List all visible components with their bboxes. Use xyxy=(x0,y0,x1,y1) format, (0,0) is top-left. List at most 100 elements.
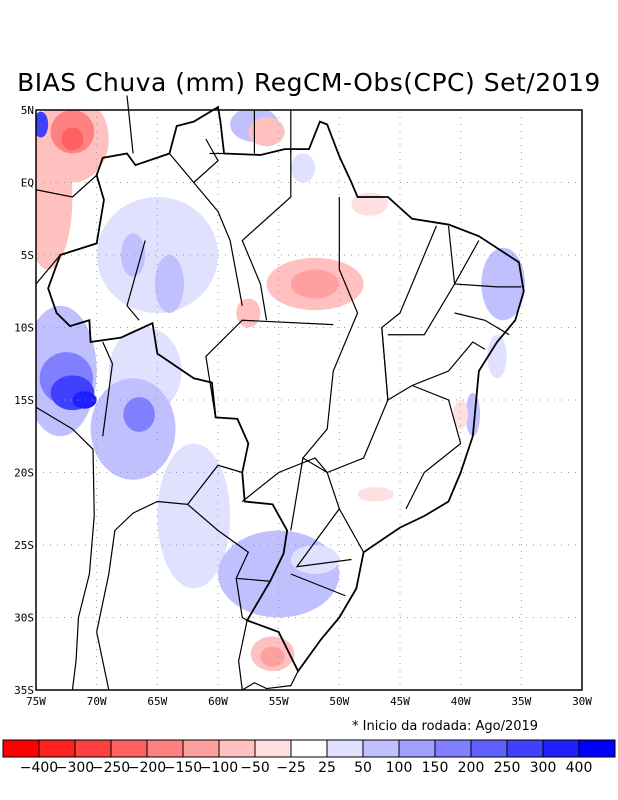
border-line xyxy=(235,578,248,691)
y-tick-label: 15S xyxy=(14,394,34,407)
bias-contour xyxy=(157,443,231,589)
border-line xyxy=(405,384,462,510)
border-line xyxy=(387,225,456,336)
colorbar-label: 100 xyxy=(386,760,413,776)
border-line xyxy=(454,312,510,336)
bias-contour xyxy=(487,334,507,379)
y-tick-label: 30S xyxy=(14,612,34,625)
border-line xyxy=(241,670,299,691)
bias-contour xyxy=(290,153,316,183)
colorbar-label: 50 xyxy=(354,760,372,776)
colorbar-box xyxy=(470,739,508,758)
bias-contour xyxy=(72,391,97,409)
bias-contour xyxy=(290,269,340,299)
colorbar-box xyxy=(74,739,112,758)
bias-contour xyxy=(36,111,49,138)
colorbar-box xyxy=(218,739,256,758)
colorbar-box xyxy=(434,739,472,758)
bias-contour xyxy=(123,397,155,432)
colorbar-label: 250 xyxy=(494,760,521,776)
colorbar-label: −300 xyxy=(56,760,94,776)
bias-contour xyxy=(481,247,525,321)
bias-contour xyxy=(154,255,185,313)
x-tick-label: 75W xyxy=(26,695,46,708)
colorbar-box xyxy=(290,739,328,758)
colorbar-box xyxy=(38,739,76,758)
border-line xyxy=(241,457,365,553)
colorbar-label: −400 xyxy=(20,760,58,776)
border-line xyxy=(381,327,486,402)
colorbar-box xyxy=(506,739,544,758)
border-line xyxy=(290,457,304,531)
y-tick-label: EQ xyxy=(21,177,34,190)
colorbar-box xyxy=(254,739,292,758)
border-line xyxy=(35,406,95,691)
border-line xyxy=(302,197,437,474)
y-tick-label: 10S xyxy=(14,322,34,335)
x-tick-label: 55W xyxy=(269,695,289,708)
brazil-border xyxy=(47,105,525,673)
colorbar-box xyxy=(146,739,184,758)
border-line xyxy=(35,174,98,198)
border-line xyxy=(187,503,271,582)
colorbar-label: −150 xyxy=(164,760,202,776)
bias-contour xyxy=(290,545,340,574)
y-tick-label: 5S xyxy=(21,249,34,262)
bias-contour xyxy=(248,117,285,147)
bias-contour xyxy=(260,646,285,667)
colorbar-box xyxy=(326,739,364,758)
colorbar-box xyxy=(362,739,400,758)
colorbar-label: 300 xyxy=(530,760,557,776)
border-line xyxy=(102,341,114,437)
x-tick-label: 45W xyxy=(390,695,410,708)
x-tick-label: 35W xyxy=(511,695,531,708)
bias-contour xyxy=(96,197,218,313)
border-line xyxy=(453,240,522,288)
chart-title: BIAS Chuva (mm) RegCM-Obs(CPC) Set/2019 xyxy=(17,68,601,97)
x-tick-label: 40W xyxy=(451,695,471,708)
map-frame xyxy=(35,109,583,691)
x-tick-label: 70W xyxy=(87,695,107,708)
colorbar-label: −100 xyxy=(200,760,238,776)
colorbar-label: −200 xyxy=(128,760,166,776)
bias-contour xyxy=(351,192,388,216)
y-tick-label: 25S xyxy=(14,539,34,552)
colorbar-label: 150 xyxy=(422,760,449,776)
border-line xyxy=(169,153,243,306)
colorbar-box xyxy=(578,739,616,758)
bias-contour xyxy=(36,124,73,270)
border-line xyxy=(126,240,146,321)
colorbar-box xyxy=(110,739,148,758)
y-tick-label: 20S xyxy=(14,467,34,480)
colorbar-box xyxy=(542,739,580,758)
colorbar-label: 400 xyxy=(566,760,593,776)
border-line xyxy=(126,95,134,154)
colorbar-box xyxy=(398,739,436,758)
border-line xyxy=(205,319,334,418)
colorbar-label: 25 xyxy=(318,760,336,776)
bias-contour xyxy=(61,127,84,151)
bias-field xyxy=(36,110,525,672)
x-tick-label: 50W xyxy=(329,695,349,708)
colorbar-label: −250 xyxy=(92,760,130,776)
x-tick-label: 30W xyxy=(572,695,592,708)
colorbar-label: −25 xyxy=(276,760,306,776)
run-start-note: * Inicio da rodada: Ago/2019 xyxy=(352,719,539,734)
bias-contour xyxy=(453,400,468,429)
border-line xyxy=(96,464,243,691)
x-tick-label: 60W xyxy=(208,695,228,708)
y-tick-label: 35S xyxy=(14,684,34,697)
border-line xyxy=(290,573,346,597)
border-line xyxy=(35,254,61,285)
bias-contour xyxy=(357,487,394,502)
colorbar-box xyxy=(2,739,40,758)
border-line xyxy=(241,149,292,321)
x-tick-label: 65W xyxy=(147,695,167,708)
border-line xyxy=(193,138,219,183)
colorbar-label: −50 xyxy=(240,760,270,776)
colorbar-box xyxy=(182,739,220,758)
bias-contour xyxy=(120,233,146,277)
y-tick-label: 5N xyxy=(21,104,34,117)
colorbar-label: 200 xyxy=(458,760,485,776)
